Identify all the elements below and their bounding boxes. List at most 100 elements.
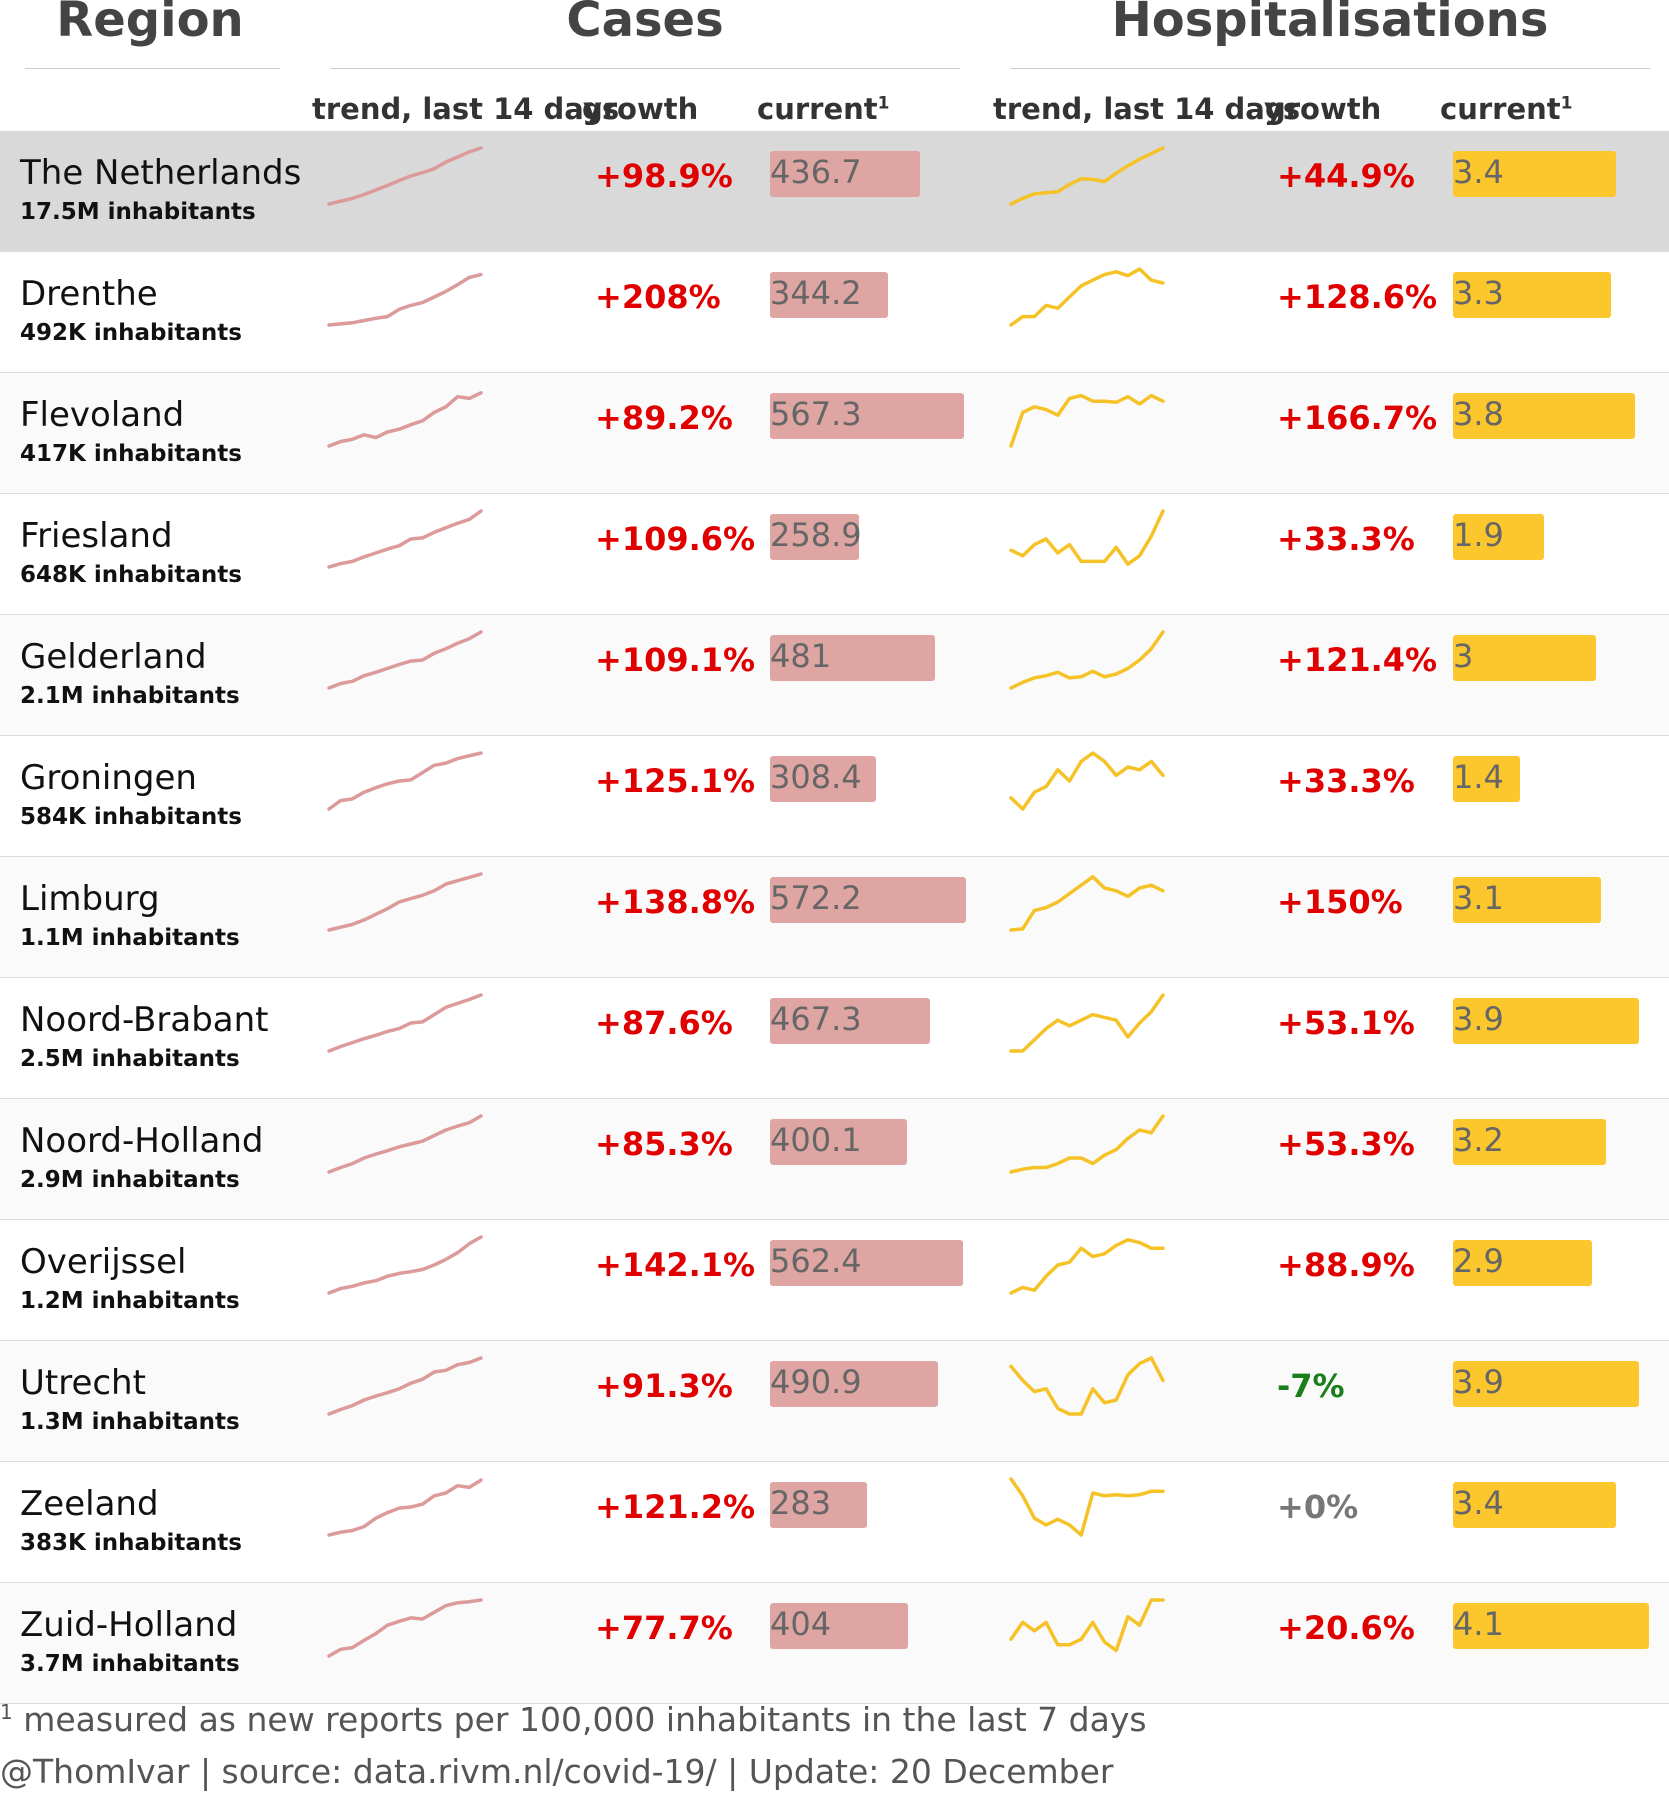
cases-trend-sparkline-line: [327, 391, 483, 448]
hosp-current-bar: [1453, 272, 1611, 318]
region-population: 492K inhabitants: [20, 320, 242, 346]
cases-growth: +125.1%: [595, 762, 756, 800]
table-row: Groningen 584K inhabitants +125.1% 308.4 +33…: [0, 736, 1669, 857]
cases-current-header: current1: [757, 92, 889, 126]
cases-trend-sparkline: [327, 751, 483, 811]
hosp-current-value: 3: [1453, 637, 1474, 675]
hosp-growth: +128.6%: [1277, 278, 1438, 316]
hosp-trend-sparkline-line: [1009, 1114, 1165, 1174]
cases-current-value: 308.4: [770, 758, 862, 796]
cases-trend-sparkline-line: [327, 509, 483, 569]
hosp-trend-sparkline: [1009, 146, 1165, 206]
hosp-trend-sparkline: [1009, 267, 1165, 327]
hosp-growth: +53.1%: [1277, 1004, 1415, 1042]
hosp-growth: +166.7%: [1277, 399, 1438, 437]
cases-header: Cases: [566, 0, 724, 48]
hosp-growth: -7%: [1277, 1367, 1345, 1405]
hosp-current-bar: [1453, 514, 1544, 560]
region-population: 17.5M inhabitants: [20, 199, 256, 225]
cases-growth: +87.6%: [595, 1004, 733, 1042]
footnote-sup: 1: [0, 1700, 13, 1724]
hosp-trend-sparkline: [1009, 751, 1165, 811]
cases-current-header-label: current: [757, 92, 878, 126]
cases-growth: +208%: [595, 278, 721, 316]
region-population: 1.3M inhabitants: [20, 1409, 240, 1435]
table-row: Drenthe 492K inhabitants +208% 344.2 +128.6%…: [0, 252, 1669, 373]
table-row: Zeeland 383K inhabitants +121.2% 283 +0% 3.4: [0, 1462, 1669, 1583]
cases-header-rule: [330, 68, 960, 69]
cases-growth: +109.6%: [595, 520, 756, 558]
hosp-current-header-sup: 1: [1560, 93, 1573, 114]
region-name: Utrecht: [20, 1363, 146, 1403]
hosp-current-value: 3.9: [1453, 1363, 1504, 1401]
cases-current-bar: [770, 1119, 908, 1165]
hosp-trend-sparkline-line: [1009, 630, 1165, 690]
hosp-trend-sparkline-line: [1009, 993, 1165, 1053]
cases-current-bar: [770, 1603, 909, 1649]
cases-current-value: 436.7: [770, 153, 862, 191]
cases-trend-sparkline-line: [327, 1478, 483, 1537]
cases-growth: +121.2%: [595, 1488, 756, 1526]
cases-current-value: 572.2: [770, 879, 862, 917]
hosp-trend-header: trend, last 14 days: [993, 92, 1301, 126]
table-row: Gelderland 2.1M inhabitants +109.1% 481 +121…: [0, 615, 1669, 736]
table-row: Overijssel 1.2M inhabitants +142.1% 562.4 +8…: [0, 1220, 1669, 1341]
cases-current-value: 467.3: [770, 1000, 862, 1038]
hosp-trend-sparkline: [1009, 993, 1165, 1053]
cases-growth: +98.9%: [595, 157, 733, 195]
cases-trend-sparkline: [327, 1114, 483, 1174]
hosp-growth: +33.3%: [1277, 520, 1415, 558]
cases-current-value: 400.1: [770, 1121, 862, 1159]
cases-current-value: 258.9: [770, 516, 862, 554]
hosp-growth: +0%: [1277, 1488, 1359, 1526]
hospitalisations-header: Hospitalisations: [1111, 0, 1549, 48]
hosp-current-bar: [1453, 1603, 1649, 1649]
cases-trend-sparkline: [327, 146, 483, 206]
table-row: Limburg 1.1M inhabitants +138.8% 572.2 +150%…: [0, 857, 1669, 978]
cases-trend-sparkline: [327, 1235, 483, 1295]
region-population: 2.9M inhabitants: [20, 1167, 240, 1193]
hosp-trend-sparkline: [1009, 630, 1165, 690]
cases-trend-sparkline: [327, 272, 483, 327]
region-population: 3.7M inhabitants: [20, 1651, 240, 1677]
cases-current-bar: [770, 877, 966, 923]
cases-current-value: 404: [770, 1605, 832, 1643]
cases-current-bar: [770, 393, 965, 439]
hosp-growth: +121.4%: [1277, 641, 1438, 679]
cases-trend-sparkline: [327, 630, 483, 690]
hosp-current-bar: [1453, 877, 1602, 923]
table-row: Flevoland 417K inhabitants +89.2% 567.3 +166…: [0, 373, 1669, 494]
cases-growth-header: growth: [582, 92, 699, 126]
cases-growth: +142.1%: [595, 1246, 756, 1284]
cases-trend-sparkline-line: [327, 272, 483, 327]
cases-current-bar: [770, 756, 876, 802]
hospitalisations-header-rule: [1010, 68, 1650, 69]
hosp-current-value: 3.1: [1453, 879, 1504, 917]
cases-trend-sparkline-line: [327, 1356, 483, 1416]
hosp-trend-sparkline-line: [1009, 393, 1165, 448]
hosp-growth: +53.3%: [1277, 1125, 1415, 1163]
hosp-current-value: 4.1: [1453, 1605, 1504, 1643]
cases-trend-sparkline: [327, 993, 483, 1053]
hosp-trend-sparkline: [1009, 1114, 1165, 1174]
cases-current-bar: [770, 514, 859, 560]
region-name: Gelderland: [20, 637, 207, 677]
hosp-current-bar: [1453, 1119, 1606, 1165]
hosp-trend-sparkline-line: [1009, 509, 1165, 566]
hosp-current-value: 3.4: [1453, 153, 1504, 191]
hosp-current-value: 2.9: [1453, 1242, 1504, 1280]
hosp-growth: +150%: [1277, 883, 1403, 921]
table-row: The Netherlands 17.5M inhabitants +98.9% 43…: [0, 131, 1669, 252]
region-population: 648K inhabitants: [20, 562, 242, 588]
cases-current-value: 490.9: [770, 1363, 862, 1401]
footnote-text: measured as new reports per 100,000 inha…: [12, 1700, 1147, 1739]
cases-trend-sparkline-line: [327, 751, 483, 811]
hosp-current-value: 1.4: [1453, 758, 1504, 796]
cases-growth: +91.3%: [595, 1367, 733, 1405]
cases-current-value: 481: [770, 637, 832, 675]
table-row: Friesland 648K inhabitants +109.6% 258.9 +33…: [0, 494, 1669, 615]
region-population: 2.5M inhabitants: [20, 1046, 240, 1072]
hosp-trend-sparkline-line: [1009, 1238, 1165, 1295]
cases-current-header-sup: 1: [877, 93, 890, 114]
hosp-growth: +33.3%: [1277, 762, 1415, 800]
